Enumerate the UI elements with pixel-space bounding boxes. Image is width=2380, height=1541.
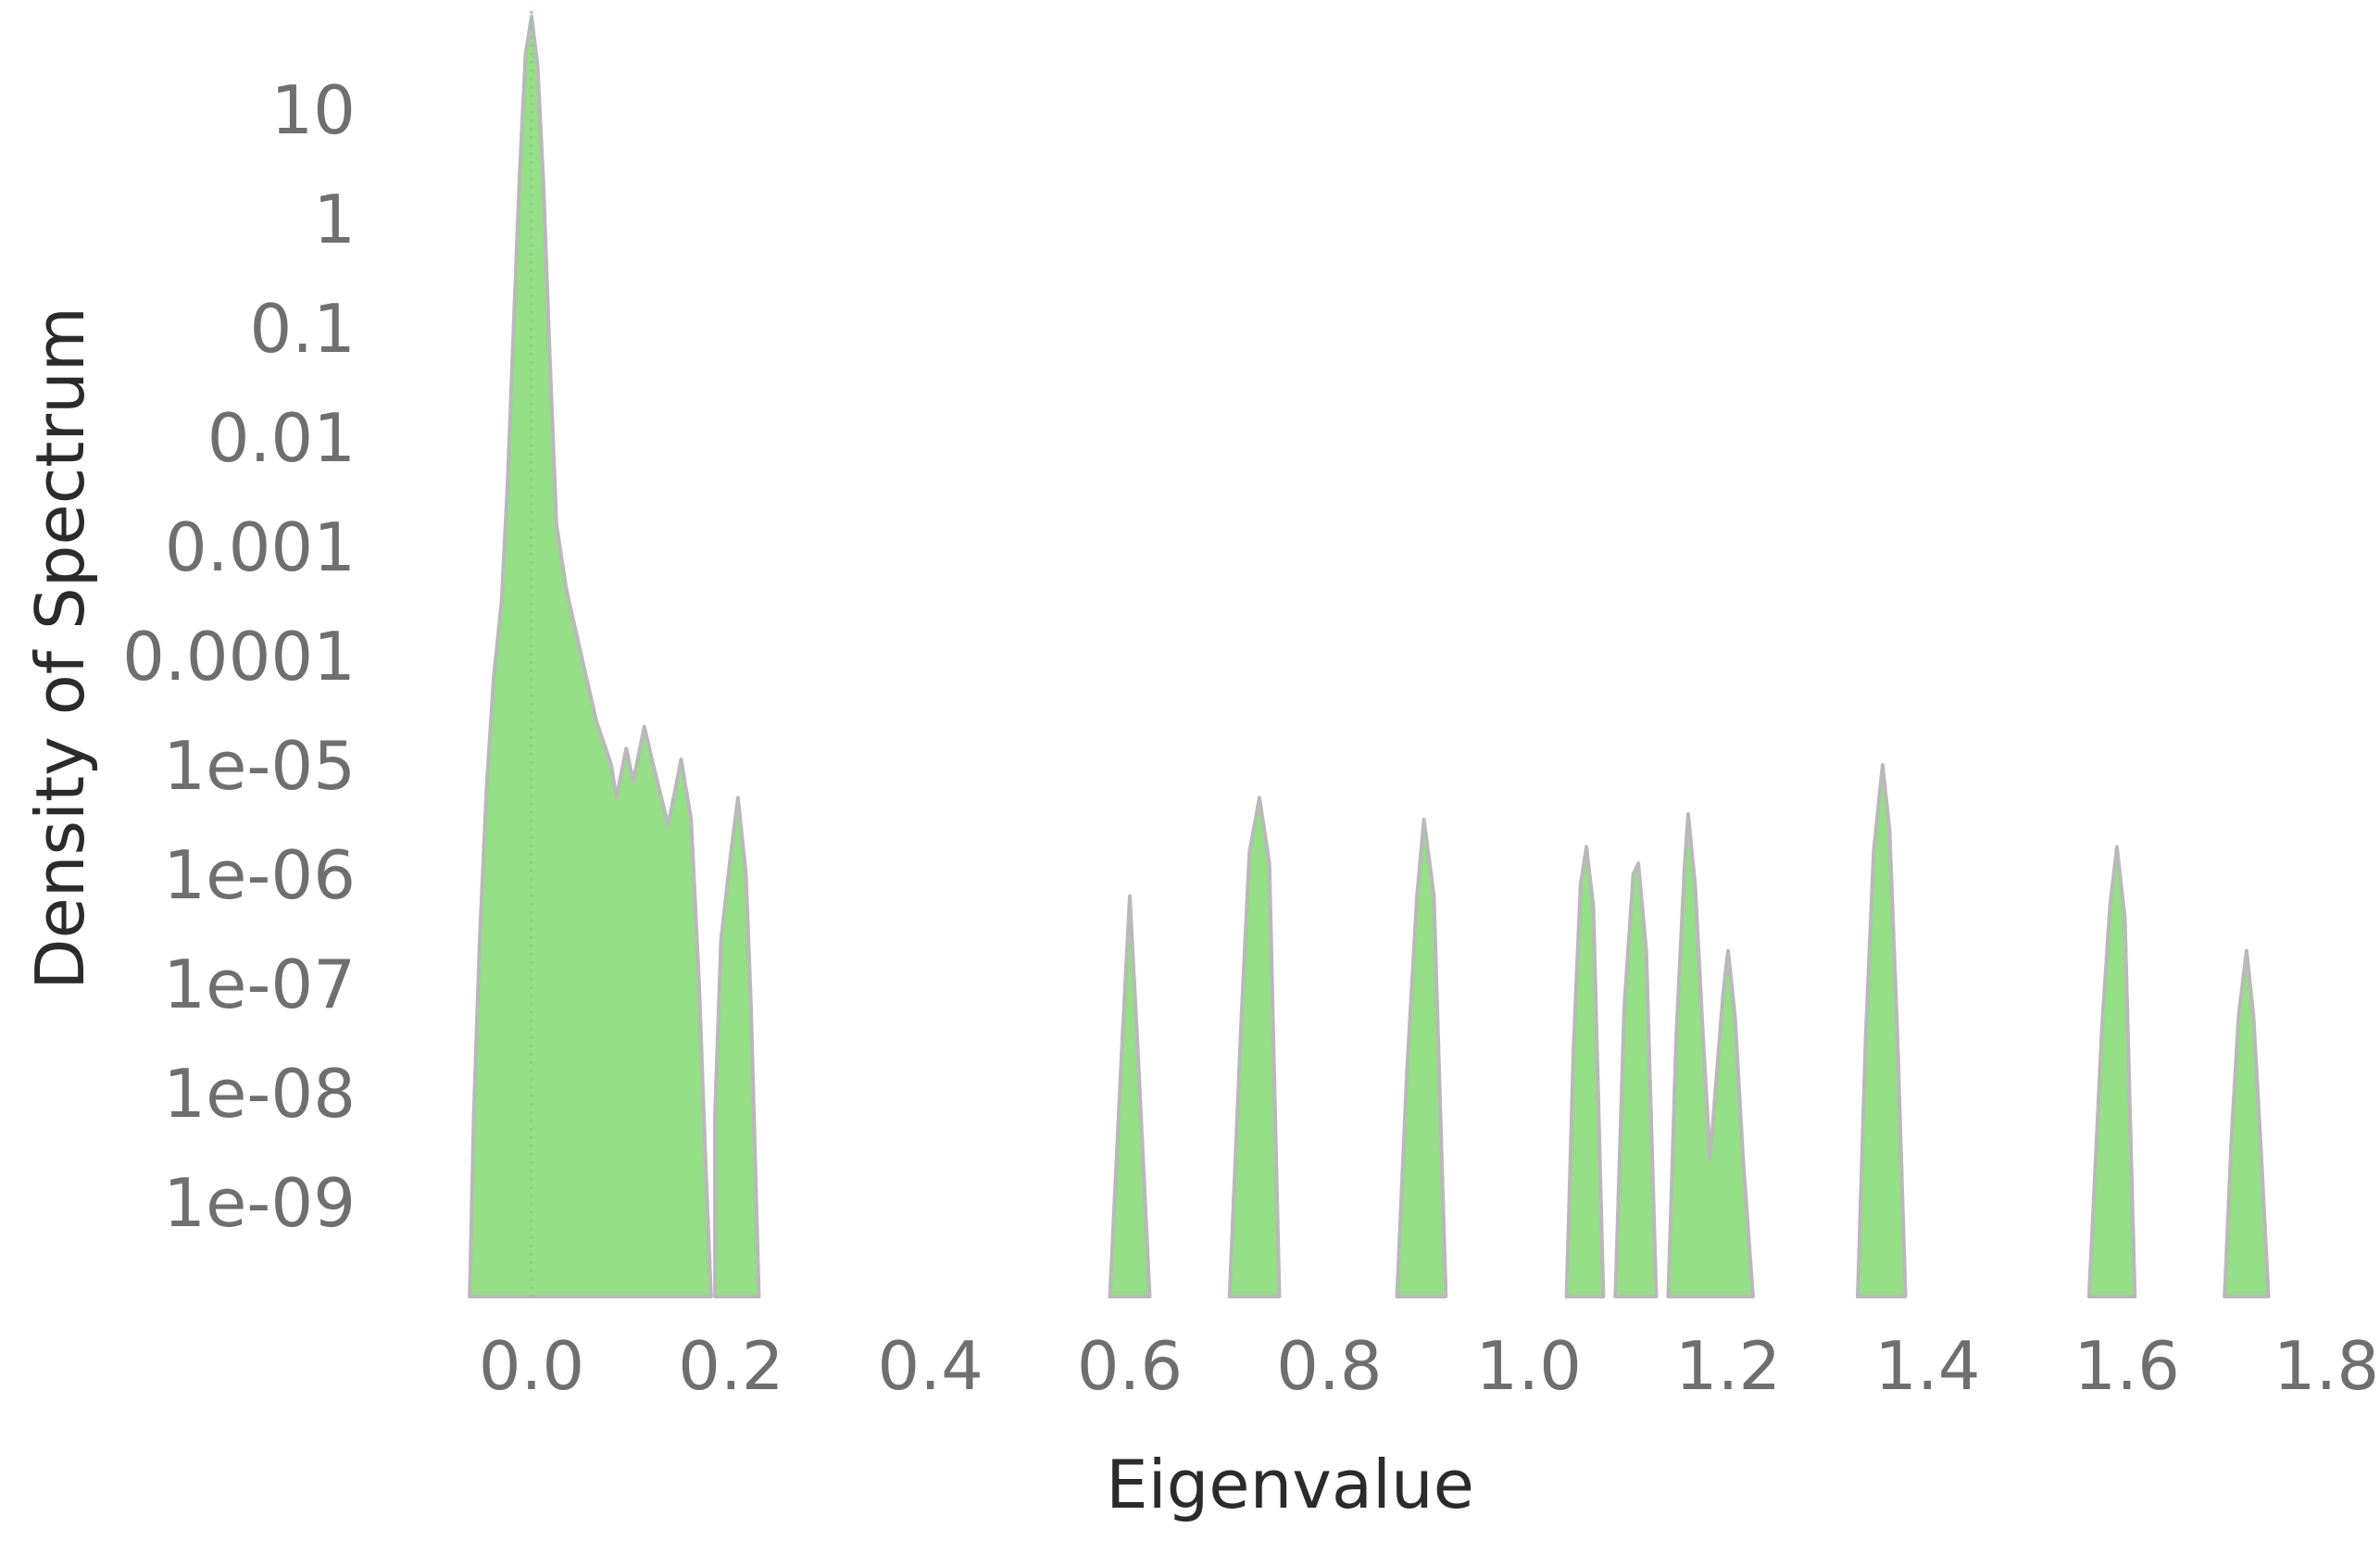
- y-tick-label: 1e-05: [163, 727, 356, 805]
- y-tick-label: 0.1: [249, 290, 356, 368]
- density-peak-1: [468, 14, 713, 1298]
- x-tick-label: 0.6: [1077, 1327, 1184, 1405]
- y-tick-label: 10: [270, 71, 356, 149]
- density-peak-7: [1613, 861, 1659, 1298]
- y-tick-label: 0.001: [165, 508, 356, 586]
- density-peak-9: [1856, 763, 1908, 1298]
- x-tick-label: 0.8: [1276, 1327, 1383, 1405]
- density-peak-4: [1227, 796, 1282, 1298]
- x-axis-ticks: 0.0 0.2 0.4 0.6 0.8 1.0 1.2 1.4 1.6 1.8: [479, 1327, 2380, 1405]
- density-peak-10: [2086, 845, 2137, 1298]
- x-tick-label: 1.2: [1675, 1327, 1782, 1405]
- density-peak-3: [1108, 894, 1152, 1298]
- x-tick-label: 1.6: [2073, 1327, 2180, 1405]
- plot-area: [468, 10, 2271, 1298]
- x-axis-label: Eigenvalue: [1106, 1446, 1474, 1523]
- y-tick-label: 1e-06: [163, 836, 356, 914]
- x-tick-label: 1.0: [1475, 1327, 1582, 1405]
- x-tick-label: 0.0: [479, 1327, 585, 1405]
- x-tick-label: 0.2: [678, 1327, 784, 1405]
- y-tick-label: 1e-09: [163, 1164, 356, 1242]
- density-peak-11: [2223, 948, 2271, 1298]
- y-axis-label: Density of Spectrum: [21, 307, 99, 990]
- x-tick-label: 0.4: [877, 1327, 983, 1405]
- x-tick-label: 1.4: [1874, 1327, 1981, 1405]
- y-tick-label: 0.01: [207, 399, 356, 477]
- y-axis-ticks: 10 1 0.1 0.01 0.001 0.0001 1e-05 1e-06 1e-07 1e-0…: [122, 71, 356, 1242]
- density-peak-6: [1564, 845, 1606, 1298]
- y-tick-label: 1: [313, 181, 356, 258]
- y-tick-label: 1e-07: [163, 946, 356, 1023]
- y-tick-label: 0.0001: [122, 618, 356, 695]
- x-tick-label: 1.8: [2274, 1327, 2380, 1405]
- y-tick-label: 1e-08: [163, 1055, 356, 1133]
- density-peak-2: [713, 796, 761, 1298]
- density-peak-5: [1395, 818, 1448, 1298]
- density-peak-8: [1666, 812, 1755, 1298]
